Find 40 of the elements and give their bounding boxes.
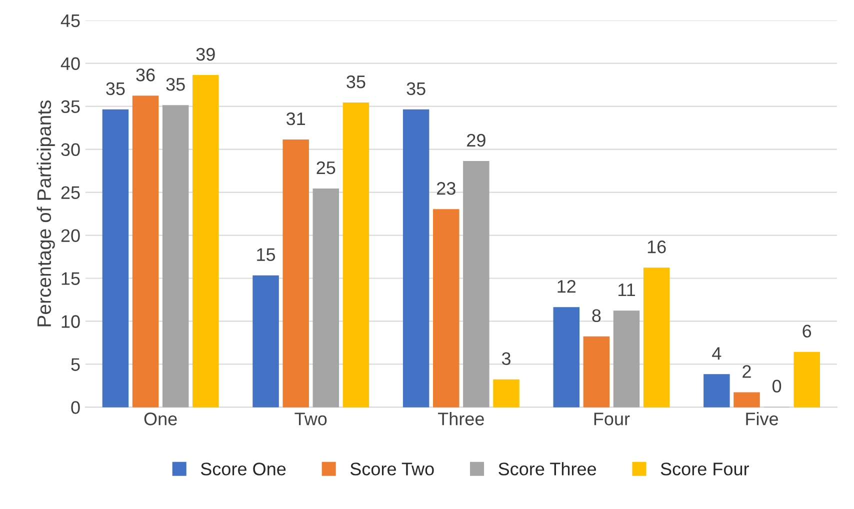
- data-label: 23: [436, 182, 456, 195]
- data-label: 8: [592, 309, 601, 322]
- data-label: 25: [316, 161, 336, 174]
- x-tick-label: Five: [746, 412, 778, 426]
- data-label: 11: [618, 284, 635, 296]
- data-label: 35: [166, 78, 185, 91]
- x-tick-label: Two: [294, 412, 327, 426]
- y-tick-label: 0: [71, 401, 80, 414]
- x-tick-label: Four: [594, 412, 630, 426]
- data-label: 2: [742, 365, 751, 378]
- legend-label: Score One: [200, 462, 286, 476]
- data-label: 29: [467, 134, 486, 147]
- y-tick-label: 45: [60, 14, 80, 28]
- data-label: 12: [558, 280, 576, 293]
- legend-label: Score Two: [350, 462, 434, 476]
- data-label: 39: [196, 48, 215, 61]
- legend-label: Score Three: [498, 462, 596, 476]
- data-label: 35: [106, 82, 125, 96]
- y-tick-label: 30: [61, 143, 80, 156]
- data-label: 0: [772, 380, 782, 393]
- data-label: 3: [502, 352, 510, 366]
- data-label: 31: [286, 112, 305, 126]
- y-axis-title: Percentage of Participants: [36, 100, 55, 326]
- data-label: 36: [136, 68, 155, 82]
- data-label: 15: [257, 248, 276, 261]
- x-tick-label: Three: [438, 412, 484, 426]
- data-label: 35: [406, 82, 426, 96]
- y-tick-label: 25: [61, 186, 80, 200]
- data-label: 35: [346, 75, 366, 88]
- x-tick-label: One: [144, 412, 177, 426]
- y-tick-label: 20: [61, 229, 80, 242]
- data-label: 6: [802, 324, 812, 338]
- data-label: 16: [648, 240, 666, 254]
- y-tick-label: 35: [61, 100, 80, 114]
- y-tick-label: 15: [62, 272, 80, 285]
- y-tick-label: 40: [60, 57, 80, 70]
- data-label: 4: [712, 347, 722, 360]
- y-tick-label: 10: [62, 315, 80, 328]
- legend-label: Score Four: [660, 462, 750, 476]
- y-tick-label: 5: [71, 358, 80, 371]
